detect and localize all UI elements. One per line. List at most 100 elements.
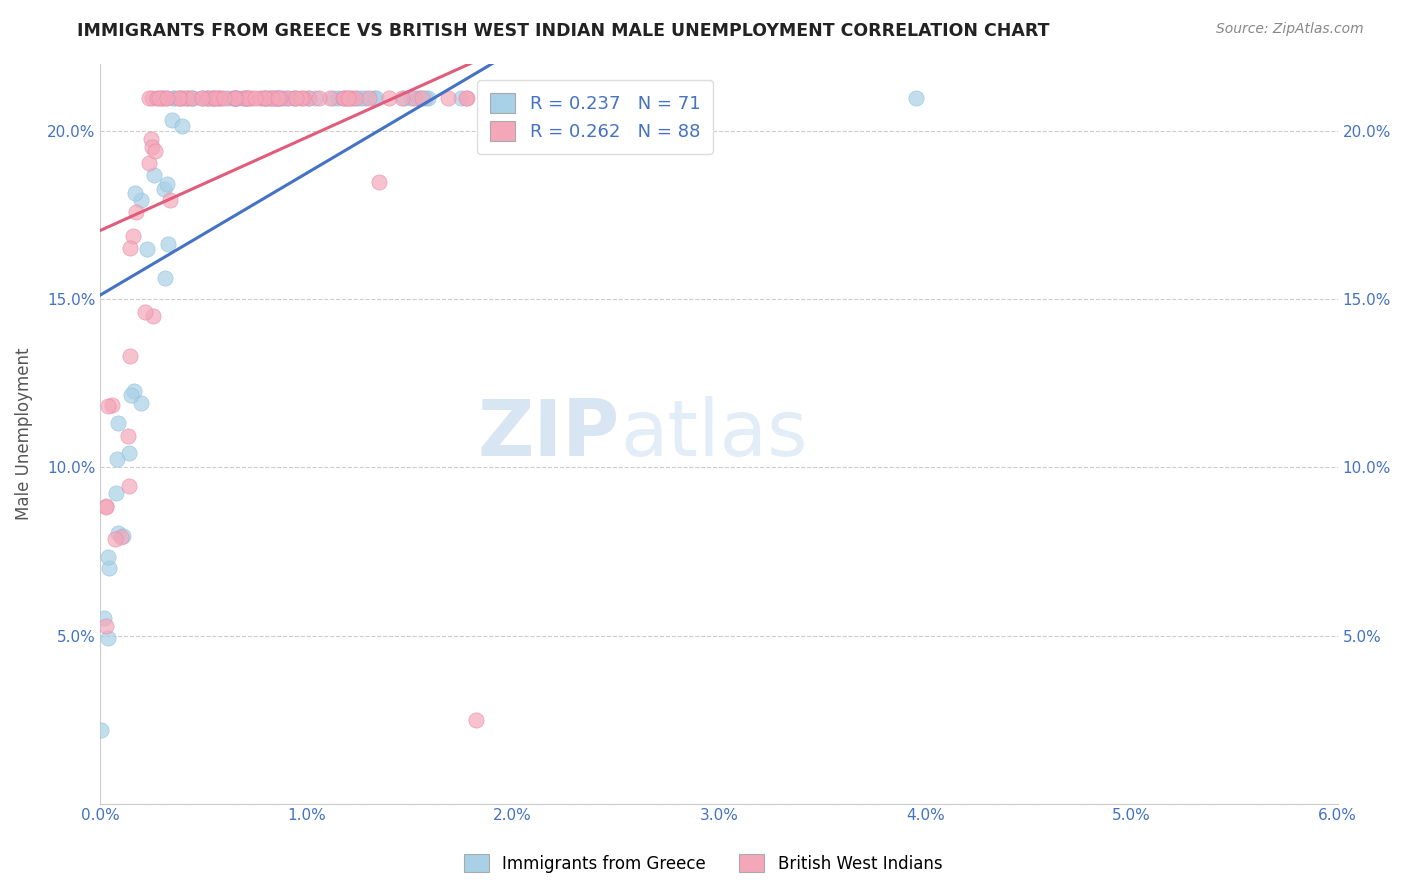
Point xyxy=(399,91,422,105)
Point xyxy=(252,91,274,105)
Point xyxy=(160,112,183,127)
Point xyxy=(202,91,225,105)
Point xyxy=(181,91,204,105)
Point xyxy=(212,91,235,105)
Point xyxy=(222,91,245,105)
Point xyxy=(150,91,173,105)
Point xyxy=(437,91,460,105)
Point xyxy=(131,396,153,410)
Point xyxy=(134,305,156,319)
Point xyxy=(142,309,165,323)
Point xyxy=(104,486,127,500)
Point xyxy=(201,91,224,105)
Point xyxy=(224,91,246,105)
Point xyxy=(117,445,139,459)
Point xyxy=(489,91,512,105)
Point xyxy=(450,91,472,105)
Point xyxy=(105,451,128,466)
Point xyxy=(354,91,377,105)
Point xyxy=(326,91,349,105)
Point xyxy=(176,91,198,105)
Point xyxy=(406,91,429,105)
Point xyxy=(285,91,308,105)
Point xyxy=(304,91,326,105)
Point xyxy=(93,611,115,625)
Point xyxy=(96,500,118,515)
Point xyxy=(155,178,177,192)
Point xyxy=(207,91,229,105)
Point xyxy=(343,91,366,105)
Point xyxy=(152,91,174,105)
Point xyxy=(226,91,249,105)
Point xyxy=(276,91,298,105)
Point xyxy=(209,91,232,105)
Point xyxy=(413,91,436,105)
Point xyxy=(368,175,391,189)
Point xyxy=(172,120,194,134)
Point xyxy=(624,91,647,105)
Point xyxy=(342,91,364,105)
Point xyxy=(156,91,179,105)
Y-axis label: Male Unemployment: Male Unemployment xyxy=(15,348,32,520)
Point xyxy=(138,91,160,105)
Point xyxy=(120,388,142,402)
Point xyxy=(172,91,194,105)
Legend: Immigrants from Greece, British West Indians: Immigrants from Greece, British West Ind… xyxy=(457,847,949,880)
Point xyxy=(308,91,330,105)
Point xyxy=(283,91,305,105)
Point xyxy=(118,241,141,255)
Point xyxy=(292,91,315,105)
Point xyxy=(122,384,145,398)
Point xyxy=(148,91,170,105)
Point xyxy=(357,91,380,105)
Point xyxy=(236,91,259,105)
Point xyxy=(129,194,152,208)
Point xyxy=(335,91,357,105)
Point xyxy=(533,91,555,105)
Point xyxy=(176,91,198,105)
Point xyxy=(233,91,256,105)
Point xyxy=(264,91,287,105)
Point xyxy=(142,168,165,182)
Point xyxy=(254,91,277,105)
Point xyxy=(191,91,214,105)
Point xyxy=(231,91,253,105)
Point xyxy=(224,91,246,105)
Point xyxy=(277,91,299,105)
Point xyxy=(202,91,225,105)
Point xyxy=(567,91,589,105)
Point xyxy=(167,91,190,105)
Point xyxy=(253,91,276,105)
Point xyxy=(143,145,166,159)
Point xyxy=(190,91,212,105)
Point xyxy=(239,91,262,105)
Point xyxy=(141,91,163,105)
Point xyxy=(465,713,488,727)
Point xyxy=(208,91,231,105)
Point xyxy=(553,91,575,105)
Point xyxy=(107,526,129,541)
Point xyxy=(243,91,266,105)
Point xyxy=(337,91,360,105)
Point xyxy=(337,91,360,105)
Point xyxy=(139,132,162,146)
Point xyxy=(179,91,201,105)
Text: ZIP: ZIP xyxy=(478,396,620,472)
Point xyxy=(257,91,280,105)
Point xyxy=(197,91,219,105)
Point xyxy=(121,229,143,244)
Point xyxy=(217,91,239,105)
Point xyxy=(263,91,285,105)
Point xyxy=(319,91,342,105)
Point xyxy=(124,186,146,200)
Point xyxy=(146,91,169,105)
Point xyxy=(377,91,399,105)
Point xyxy=(97,549,120,564)
Point xyxy=(332,91,354,105)
Point xyxy=(138,156,160,170)
Point xyxy=(267,91,290,105)
Point xyxy=(155,271,177,285)
Point xyxy=(260,91,283,105)
Legend: R = 0.237   N = 71, R = 0.262   N = 88: R = 0.237 N = 71, R = 0.262 N = 88 xyxy=(478,80,713,153)
Point xyxy=(97,399,120,413)
